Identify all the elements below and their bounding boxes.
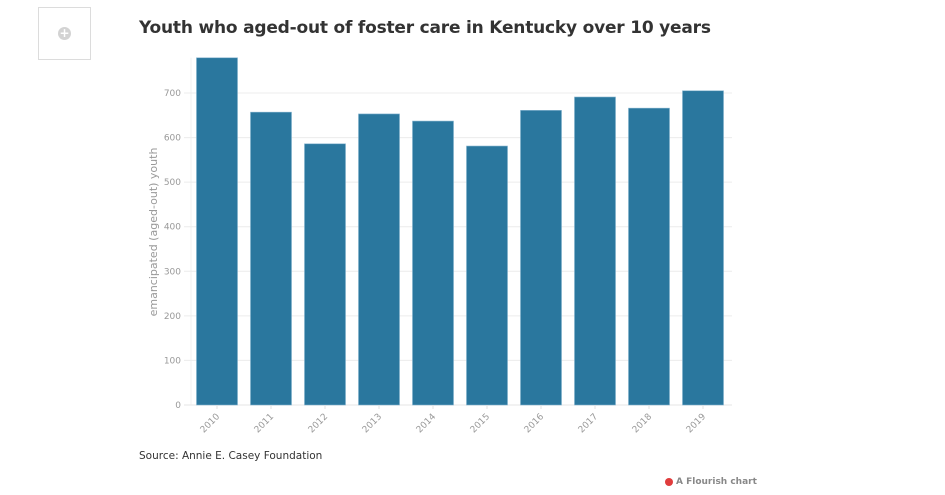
bar bbox=[628, 107, 670, 406]
thumbnail-placeholder[interactable]: + bbox=[38, 7, 91, 60]
x-tick-label: 2015 bbox=[469, 412, 492, 435]
x-tick-label: 2012 bbox=[307, 412, 330, 435]
x-tick-label: 2013 bbox=[361, 412, 384, 435]
flourish-credit-text: A Flourish chart bbox=[676, 477, 757, 487]
y-tick-label: 0 bbox=[175, 401, 181, 411]
x-tick-label: 2017 bbox=[577, 412, 600, 435]
y-tick-label: 700 bbox=[164, 89, 181, 99]
x-tick-label: 2018 bbox=[631, 412, 654, 435]
y-axis-label: emancipated (aged-out) youth bbox=[147, 148, 160, 317]
x-tick-label: 2010 bbox=[199, 412, 222, 435]
flourish-credit-link[interactable]: A Flourish chart bbox=[665, 477, 757, 487]
x-tick-label: 2014 bbox=[415, 412, 438, 435]
source-note: Source: Annie E. Casey Foundation bbox=[139, 450, 323, 462]
y-tick-label: 100 bbox=[164, 356, 181, 366]
flourish-logo-icon bbox=[665, 478, 673, 486]
bar bbox=[196, 57, 238, 406]
y-tick-label: 300 bbox=[164, 267, 181, 277]
bar bbox=[358, 113, 400, 406]
bar bbox=[250, 111, 292, 406]
bar bbox=[682, 90, 724, 406]
y-tick-label: 400 bbox=[164, 223, 181, 233]
bars bbox=[196, 57, 724, 406]
x-tick-label: 2019 bbox=[685, 412, 708, 435]
y-tick-label: 200 bbox=[164, 312, 181, 322]
x-axis-ticks: 2010 2011 2012 2013 2014 2015 2016 2017 2018 2019 bbox=[199, 405, 708, 435]
bar bbox=[304, 143, 346, 406]
plus-circle-icon: + bbox=[58, 26, 71, 40]
bar bbox=[574, 96, 616, 406]
bar bbox=[412, 120, 454, 406]
x-tick-label: 2011 bbox=[253, 412, 276, 435]
x-tick-label: 2016 bbox=[523, 412, 546, 435]
bar bbox=[466, 145, 508, 406]
bar bbox=[520, 110, 562, 406]
chart-title: Youth who aged-out of foster care in Ken… bbox=[139, 18, 711, 38]
y-tick-label: 600 bbox=[164, 134, 181, 144]
y-tick-label: 500 bbox=[164, 178, 181, 188]
y-axis-ticks: 0 100 200 300 400 500 600 700 bbox=[164, 89, 181, 411]
